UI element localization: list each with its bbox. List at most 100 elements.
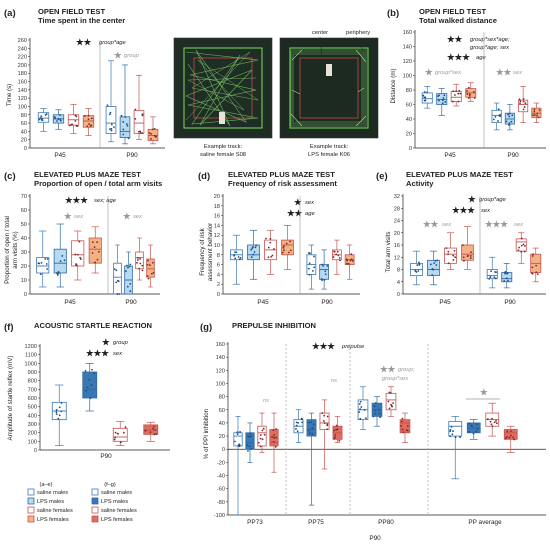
data-point (392, 402, 395, 405)
data-point (494, 271, 496, 273)
box-lps-males (371, 396, 383, 427)
data-point (417, 270, 420, 272)
box-iqr (518, 99, 529, 113)
data-point (307, 267, 310, 270)
panel-b-subtitle: Total walked distance (419, 16, 497, 25)
data-point (449, 429, 452, 431)
data-point (124, 116, 127, 118)
data-point (154, 136, 157, 138)
data-point (84, 370, 87, 372)
data-point (388, 407, 391, 410)
panel-g-x-pp73: PP73 (247, 519, 263, 526)
data-point (400, 425, 403, 427)
y-tick-label: 40 (406, 117, 412, 123)
box-lps-males (504, 104, 515, 131)
y-tick-label: 260 (18, 38, 27, 44)
data-point (40, 261, 43, 264)
data-point (116, 293, 119, 295)
data-point (450, 425, 453, 428)
box-saline-females (264, 229, 277, 275)
panel-c-stars-p90: ★ (123, 211, 132, 221)
box-iqr (257, 425, 267, 447)
data-point (259, 434, 262, 436)
y-tick-label: 400 (28, 413, 37, 419)
photo-right-caption-1: Example track: (310, 144, 349, 150)
box-lps-females (146, 244, 155, 288)
y-tick-label: -40 (217, 474, 225, 480)
data-point (455, 90, 458, 93)
panel-a-letter: (a) (4, 8, 16, 19)
data-point (234, 440, 236, 443)
data-point (154, 429, 156, 431)
data-point (125, 123, 128, 125)
panel-f-group-p90: P90 (100, 453, 112, 460)
box-lps-females (531, 102, 542, 123)
data-point (467, 86, 470, 89)
box-iqr (486, 269, 498, 280)
data-point (44, 114, 47, 116)
data-point (458, 89, 461, 92)
y-tick-label: 160 (18, 80, 27, 86)
data-point (452, 259, 455, 261)
data-point (326, 428, 329, 431)
data-point (148, 131, 151, 134)
data-point (326, 264, 329, 267)
box-lps-females (503, 425, 518, 453)
data-point (489, 420, 492, 423)
data-point (134, 117, 137, 120)
data-point (296, 430, 299, 433)
data-point (109, 111, 112, 114)
data-point (447, 262, 450, 265)
y-tick-label: -80 (217, 500, 225, 506)
box-iqr (503, 429, 518, 440)
data-point (493, 276, 496, 279)
data-point (424, 96, 427, 99)
box-lps-males (245, 422, 255, 463)
data-point (459, 92, 462, 95)
data-point (137, 130, 140, 133)
y-tick-label: 900 (28, 370, 37, 376)
data-point (508, 112, 511, 115)
data-point (59, 114, 62, 117)
data-point (449, 430, 452, 433)
data-point (287, 251, 290, 254)
data-point (113, 268, 116, 270)
y-tick-label: 200 (28, 431, 37, 437)
data-point (510, 120, 513, 123)
data-point (443, 94, 446, 97)
panel-f-stars-2: ★★★ (86, 348, 110, 358)
panel-e-annot-2: sex (481, 208, 491, 214)
data-point (257, 441, 260, 444)
panel-b-annot-1b: group*age; sex (470, 45, 510, 51)
box-lps-males (427, 250, 440, 286)
data-point (106, 104, 109, 107)
data-point (60, 402, 63, 404)
data-point (508, 436, 511, 439)
data-point (505, 277, 508, 280)
y-tick-label: 40 (21, 236, 27, 242)
panel-b-title: OPEN FIELD TEST (419, 7, 486, 16)
data-point (125, 264, 128, 267)
y-tick-label: 80 (219, 395, 225, 401)
panel-a-stars-top: ★★ (76, 37, 93, 47)
data-point (264, 237, 267, 240)
data-point (236, 431, 239, 434)
data-point (59, 118, 62, 121)
data-point (449, 435, 452, 438)
panel-b-stars-p90: ★★ (496, 67, 513, 77)
data-point (125, 270, 127, 272)
data-point (469, 255, 472, 257)
data-point (326, 415, 329, 418)
box-lps-females (530, 247, 542, 283)
data-point (309, 252, 311, 255)
box-saline-females (518, 86, 529, 123)
data-point (247, 449, 249, 452)
y-tick-label: 20 (21, 138, 27, 144)
data-point (418, 263, 421, 266)
data-point (295, 421, 298, 424)
box-iqr (113, 262, 122, 295)
data-point (289, 249, 292, 252)
panel-c-title: ELEVATED PLUS MAZE TEST (34, 170, 141, 179)
data-point (237, 256, 240, 258)
data-point (97, 250, 100, 253)
